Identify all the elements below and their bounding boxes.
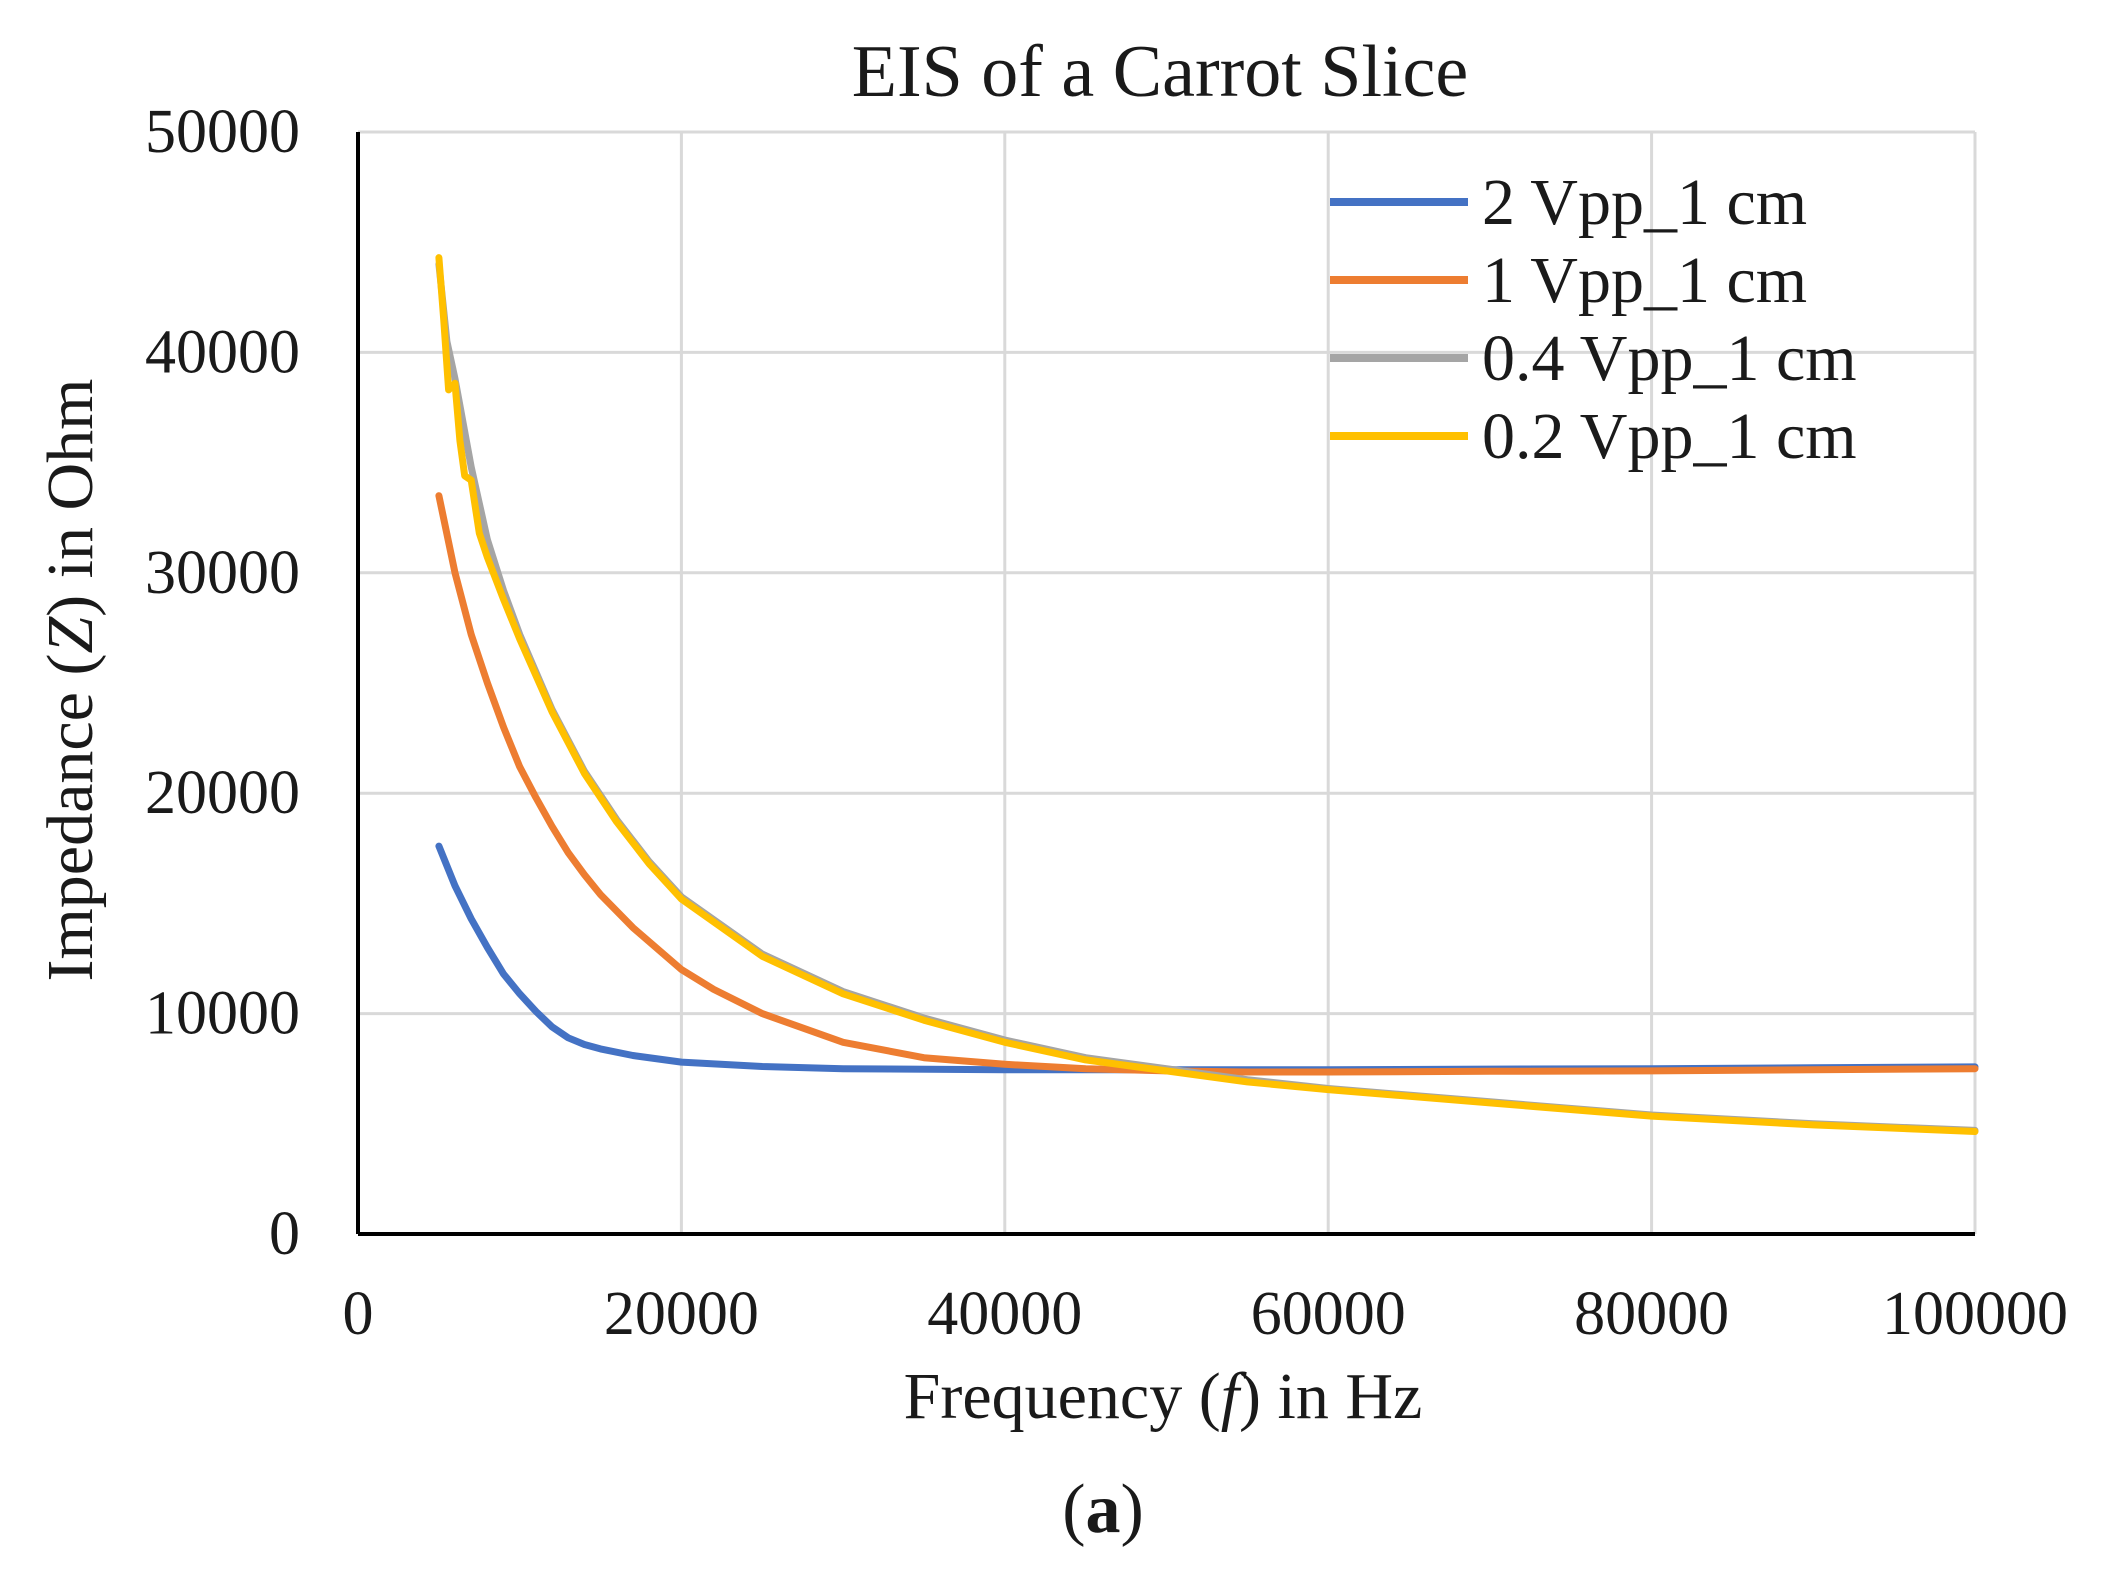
y-tick-labels: 0 10000 20000 30000 40000 50000 xyxy=(145,98,300,1268)
y-tick-label: 0 xyxy=(269,1200,300,1268)
y-axis-title-part-1: Impedance ( xyxy=(34,654,107,982)
axes xyxy=(356,132,1975,1236)
panel-label-letter: a xyxy=(1086,1471,1121,1548)
legend-label: 1 Vpp_1 cm xyxy=(1482,244,1807,317)
y-tick-label: 40000 xyxy=(145,318,300,386)
panel-label-close: ) xyxy=(1121,1471,1144,1548)
panel-label: (a) xyxy=(1062,1471,1144,1548)
legend-label: 0.2 Vpp_1 cm xyxy=(1482,400,1857,473)
y-tick-label: 50000 xyxy=(145,98,300,166)
legend-label: 0.4 Vpp_1 cm xyxy=(1482,322,1857,395)
series-line-2 xyxy=(435,492,1979,1076)
gridlines xyxy=(358,130,1977,1234)
x-tick-label: 20000 xyxy=(604,1280,759,1348)
x-tick-label: 60000 xyxy=(1251,1280,1406,1348)
x-tick-label: 100000 xyxy=(1882,1280,2068,1348)
x-axis-title: Frequency (f) in Hz xyxy=(904,1360,1423,1433)
x-tick-label: 40000 xyxy=(927,1280,1082,1348)
series-line-4 xyxy=(435,254,1979,1135)
legend-label: 2 Vpp_1 cm xyxy=(1482,166,1807,239)
y-axis-title-part-2: ) in Ohm xyxy=(34,378,107,616)
x-tick-label: 0 xyxy=(343,1280,374,1348)
series-lines xyxy=(435,254,1979,1135)
y-axis-title-variable: Z xyxy=(34,616,107,654)
x-axis-title-part-1: Frequency ( xyxy=(904,1360,1221,1433)
x-tick-label: 80000 xyxy=(1574,1280,1729,1348)
y-axis-title: Impedance (Z) in Ohm xyxy=(34,378,107,981)
y-tick-label: 10000 xyxy=(145,980,300,1048)
x-axis-title-part-2: ) in Hz xyxy=(1239,1360,1422,1433)
y-tick-label: 20000 xyxy=(145,759,300,827)
y-tick-label: 30000 xyxy=(145,539,300,607)
x-tick-labels: 0 20000 40000 60000 80000 100000 xyxy=(343,1280,2069,1348)
panel-label-open: ( xyxy=(1062,1471,1085,1548)
legend: 2 Vpp_1 cm1 Vpp_1 cm0.4 Vpp_1 cm0.2 Vpp_… xyxy=(1330,166,1857,473)
chart-title: EIS of a Carrot Slice xyxy=(852,31,1469,113)
